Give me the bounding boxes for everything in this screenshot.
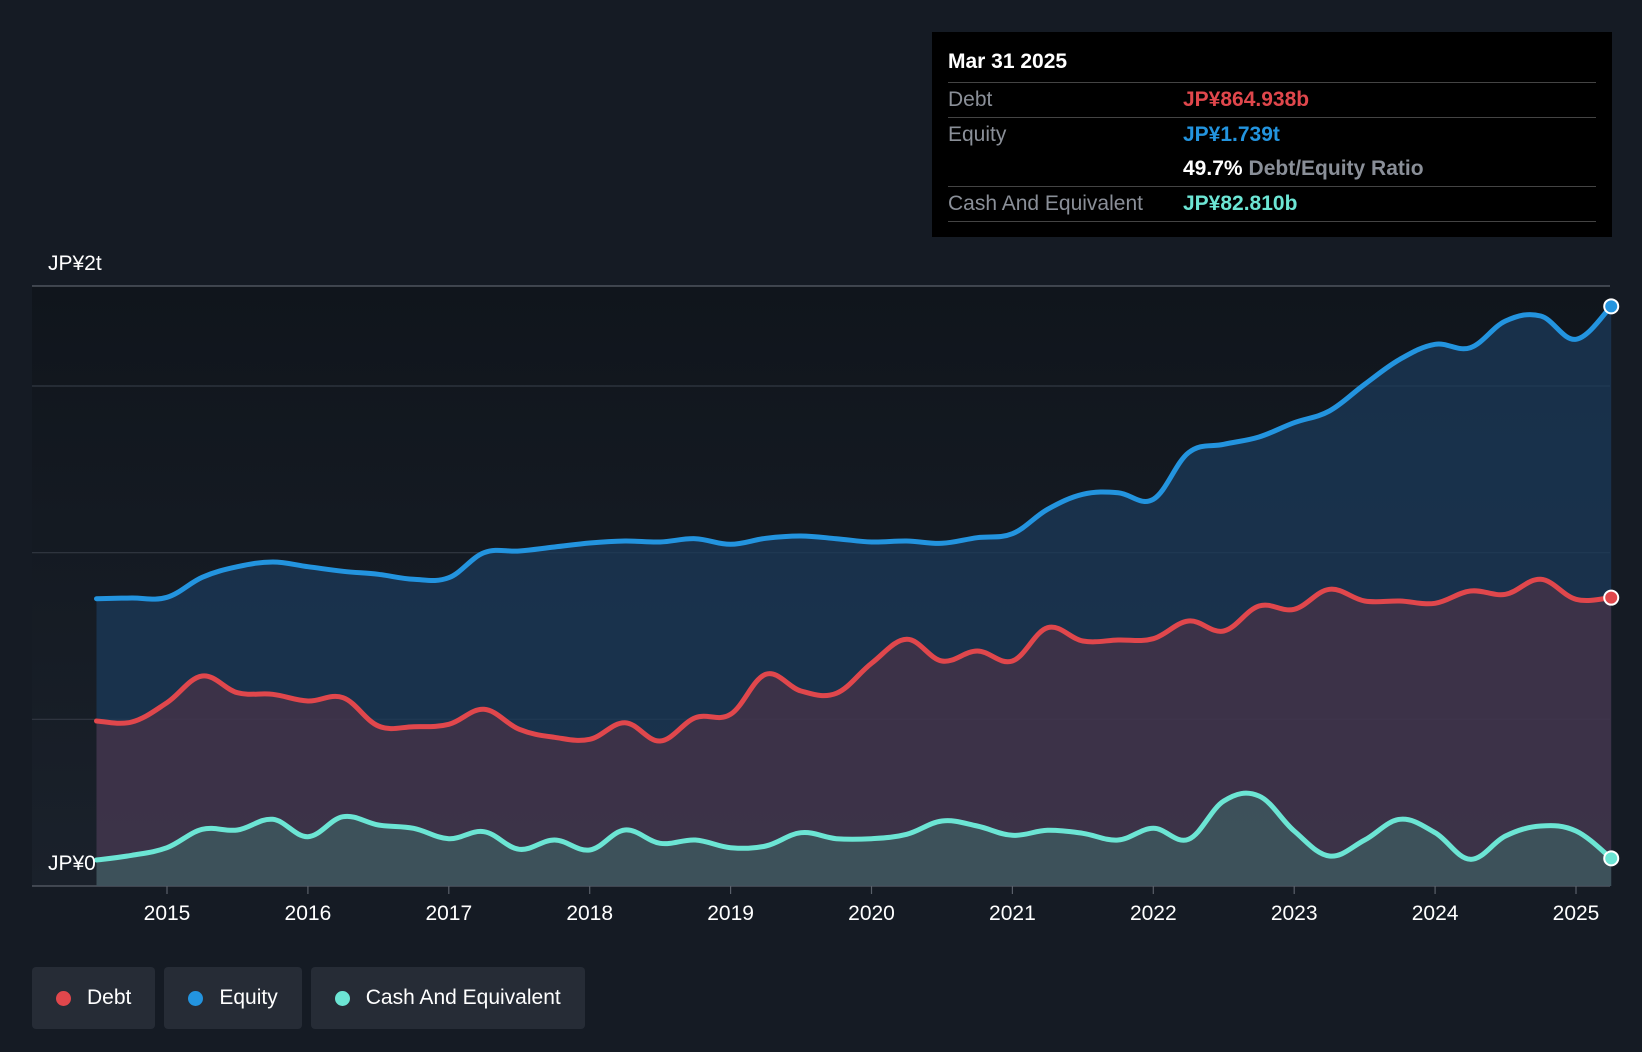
tooltip-ratio-value: 49.7% <box>1183 157 1243 180</box>
legend-dot-debt <box>56 990 71 1006</box>
legend-item-debt[interactable]: Debt <box>32 967 156 1029</box>
tooltip-equity-label: Equity <box>948 123 1007 146</box>
x-tick-label: 2023 <box>1271 902 1318 925</box>
legend-label-equity: Equity <box>219 986 278 1009</box>
tooltip-equity-row: Equity JP¥1.739t <box>948 118 1596 152</box>
legend-label-debt: Debt <box>87 986 132 1009</box>
x-tick-label: 2016 <box>285 902 332 925</box>
x-tick-label: 2019 <box>707 902 754 925</box>
tooltip-cash-value: JP¥82.810b <box>1183 192 1298 215</box>
tooltip-debt-label: Debt <box>948 88 993 111</box>
x-tick-label: 2022 <box>1130 902 1177 925</box>
x-tick-label: 2021 <box>989 902 1036 925</box>
endpoint-debt <box>1603 589 1620 606</box>
legend: Debt Equity Cash And Equivalent <box>32 967 585 1029</box>
legend-dot-cash <box>334 990 350 1006</box>
line-equity <box>94 303 1614 602</box>
x-tick-label: 2017 <box>425 902 472 925</box>
tooltip-debt-value: JP¥864.938b <box>1183 88 1310 111</box>
x-tick-label: 2015 <box>144 902 191 925</box>
endpoint-equity <box>1603 298 1620 315</box>
series-areas <box>96 306 1612 886</box>
area-debt <box>96 579 1612 886</box>
tooltip-ratio-label: Debt/Equity Ratio <box>1248 157 1424 180</box>
endpoint-cash-and-equivalent <box>1603 850 1620 867</box>
x-tick-label: 2024 <box>1412 902 1459 925</box>
tooltip-ratio-row: 49.7% Debt/Equity Ratio <box>948 152 1596 187</box>
legend-item-cash[interactable]: Cash And Equivalent <box>310 967 585 1029</box>
x-tick-label: 2020 <box>848 902 895 925</box>
line-cash-and-equivalent <box>94 790 1614 863</box>
legend-item-equity[interactable]: Equity <box>164 967 302 1029</box>
y-axis-top-label: JP¥2t <box>48 252 102 275</box>
tooltip-equity-value: JP¥1.739t <box>1183 123 1280 146</box>
series-lines <box>94 303 1614 863</box>
line-debt <box>94 576 1614 744</box>
legend-dot-equity <box>188 990 204 1006</box>
tooltip-date: Mar 31 2025 <box>948 46 1596 83</box>
legend-label-cash: Cash And Equivalent <box>365 986 561 1009</box>
x-axis-ticks: 2015 2016 2017 2018 2019 2020 2021 2022 2023 2024… <box>144 886 1600 925</box>
tooltip-panel: Mar 31 2025 Debt JP¥864.938b Equity JP¥1… <box>932 32 1612 237</box>
x-tick-label: 2025 <box>1553 902 1600 925</box>
series-endpoints <box>1603 298 1620 867</box>
tooltip-cash-label: Cash And Equivalent <box>948 192 1143 215</box>
tooltip-cash-row: Cash And Equivalent JP¥82.810b <box>948 187 1596 222</box>
x-tick-label: 2018 <box>566 902 613 925</box>
y-axis-bottom-label: JP¥0 <box>48 852 96 875</box>
tooltip-debt-row: Debt JP¥864.938b <box>948 83 1596 118</box>
